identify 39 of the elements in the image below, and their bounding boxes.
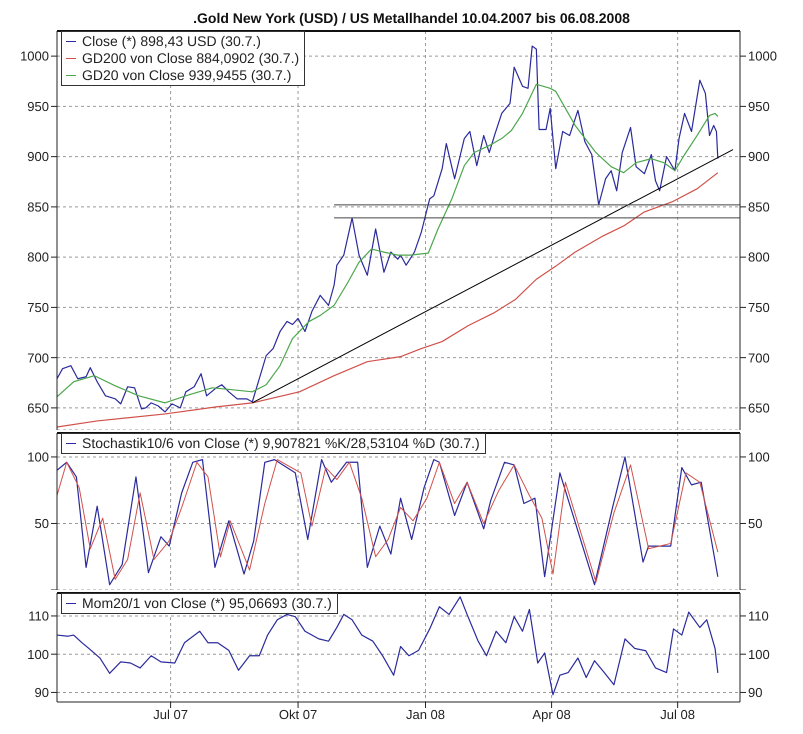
y-tick-label: 100 [27,450,49,465]
x-tick-label: Jul 08 [660,707,696,722]
legend-label: Close (*) 898,43 USD (30.7.) [82,33,261,50]
y-tick-label: 100 [27,646,49,662]
y2-tick-label: 100 [748,646,770,662]
y-tick-label: 90 [34,685,49,700]
y-tick-label: 700 [27,350,49,366]
x-tick-label: Okt 07 [278,707,318,722]
y2-tick-label: 1000 [748,48,777,64]
y-tick-label: 750 [27,300,49,315]
legend-label: Stochastik10/6 von Close (*) 9,907821 %K/28,53104 %D (30.7.) [82,435,480,452]
y-tick-label: 650 [27,400,49,416]
x-tick-label: Jul 07 [153,707,188,722]
y2-tick-label: 800 [748,250,770,265]
y2-tick-label: 50 [748,516,762,532]
y2-tick-label: 90 [748,685,762,700]
y2-tick-label: 850 [748,199,770,214]
line-series [57,596,718,696]
x-tick-label: Apr 08 [532,707,571,722]
y-tick-label: 900 [27,149,49,164]
y2-tick-label: 950 [748,98,770,114]
y-tick-label: 1000 [20,48,49,64]
legend-label: Mom20/1 von Close (*) 95,06693 (30.7.) [82,595,332,612]
y2-tick-label: 900 [748,149,770,164]
legend-label: GD200 von Close 884,0902 (30.7.) [82,50,300,67]
chart-title: .Gold New York (USD) / US Metallhandel 10.04.2007 bis 06.08.2008 [192,9,631,28]
y-tick-label: 850 [27,199,49,214]
line-series [57,172,718,428]
y-tick-label: 110 [28,608,49,624]
y-tick-label: 800 [27,250,49,265]
y-tick-label: 50 [34,516,49,532]
y2-tick-label: 700 [748,350,770,366]
y-tick-label: 950 [27,98,49,114]
y2-tick-label: 650 [748,400,770,416]
x-tick-label: Jan 08 [406,707,446,722]
legend-label: GD20 von Close 939,9455 (30.7.) [82,67,292,84]
y2-tick-label: 750 [748,300,770,315]
y2-tick-label: 110 [748,608,769,624]
y2-tick-label: 100 [748,450,770,465]
